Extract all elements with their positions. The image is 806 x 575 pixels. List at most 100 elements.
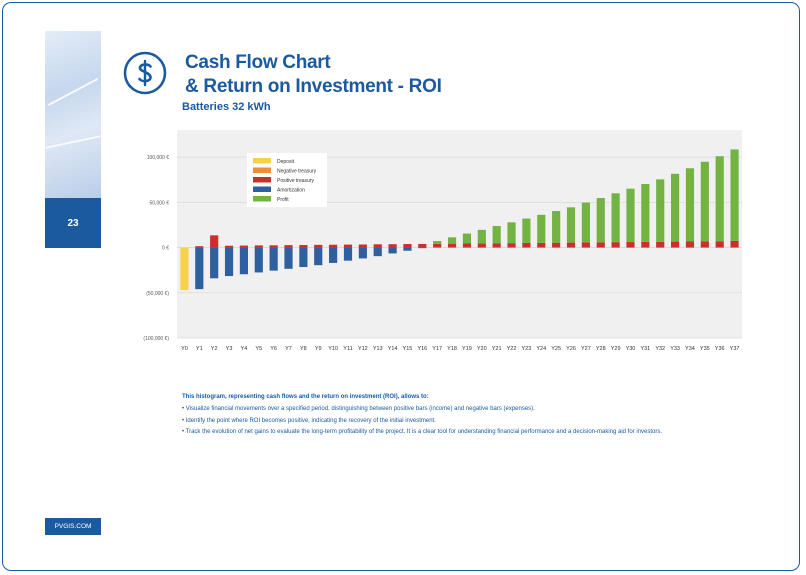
bar-positive-treasury [254, 245, 263, 248]
bar-amortization [239, 247, 248, 275]
bar-positive-treasury [685, 241, 695, 248]
legend-label: Positive treasury [277, 178, 314, 184]
bar-profit [730, 149, 739, 241]
bar-positive-treasury [700, 241, 709, 248]
x-tick-label: Y14 [388, 346, 398, 352]
bar-positive-treasury [224, 245, 234, 248]
bar-positive-treasury [596, 242, 605, 248]
bar-positive-treasury [641, 241, 650, 248]
x-tick-label: Y28 [596, 346, 606, 352]
description-intro: This histogram, representing cash flows … [182, 394, 429, 400]
x-tick-label: Y33 [670, 346, 680, 352]
legend-label: Negative treasury [277, 168, 317, 174]
page-subtitle: Batteries 32 kWh [182, 101, 271, 113]
bar-profit [626, 188, 635, 243]
x-tick-label: Y13 [373, 346, 383, 352]
x-tick-label: Y27 [581, 346, 591, 352]
x-tick-label: Y30 [626, 346, 636, 352]
dollar-icon [123, 51, 167, 95]
x-tick-label: Y31 [640, 346, 650, 352]
x-tick-label: Y29 [611, 346, 621, 352]
x-tick-label: Y36 [715, 346, 725, 352]
description-bullet-3: • Track the evolution of net gains to ev… [182, 429, 663, 436]
bar-profit [522, 218, 531, 243]
bar-profit [462, 233, 472, 244]
bar-amortization [299, 247, 308, 268]
bar-positive-treasury [611, 242, 620, 248]
x-tick-label: Y25 [551, 346, 561, 352]
bar-profit [492, 226, 501, 244]
bar-amortization [224, 247, 234, 277]
bar-profit [685, 168, 695, 242]
description: This histogram, representing cash flows … [182, 392, 782, 439]
bar-positive-treasury [477, 243, 486, 248]
bar-profit [566, 207, 576, 243]
x-tick-label: Y6 [270, 346, 277, 352]
x-tick-label: Y11 [343, 346, 352, 352]
page-number: 23 [45, 198, 101, 248]
bar-profit [537, 214, 546, 243]
x-tick-label: Y5 [255, 346, 262, 352]
bar-positive-treasury [373, 244, 382, 248]
bar-positive-treasury [329, 244, 338, 248]
bar-positive-treasury [715, 241, 724, 248]
x-tick-label: Y23 [522, 346, 532, 352]
bar-positive-treasury [507, 243, 516, 248]
description-bullet-1: • Visualize financial movements over a s… [182, 405, 535, 412]
x-tick-label: Y4 [241, 346, 248, 352]
bar-positive-treasury [195, 246, 204, 248]
bar-positive-treasury [210, 235, 219, 248]
legend-swatch [253, 177, 271, 183]
bar-profit [641, 183, 650, 242]
bar-amortization [314, 247, 323, 266]
bar-amortization [343, 247, 353, 261]
y-tick-label: (100,000 €) [143, 336, 169, 342]
legend-swatch [253, 167, 271, 173]
bar-amortization [373, 247, 382, 257]
bar-positive-treasury [447, 243, 457, 248]
legend-swatch [253, 196, 271, 202]
bar-positive-treasury [388, 244, 397, 248]
bar-positive-treasury [566, 242, 576, 248]
x-tick-label: Y3 [226, 346, 233, 352]
bar-positive-treasury [730, 240, 739, 248]
bar-profit [596, 198, 605, 243]
bar-profit [552, 211, 561, 243]
x-tick-label: Y17 [432, 346, 442, 352]
page-title: Cash Flow Chart & Return on Investment -… [185, 51, 442, 99]
y-tick-label: 0 € [162, 246, 169, 252]
bar-profit [507, 222, 516, 244]
bar-profit [433, 241, 442, 244]
bar-amortization [403, 247, 412, 251]
x-tick-label: Y34 [685, 346, 695, 352]
x-tick-label: Y2 [211, 346, 218, 352]
bar-amortization [329, 247, 338, 263]
bar-profit [656, 179, 665, 242]
y-tick-label: (50,000 €) [146, 291, 169, 297]
legend-swatch [253, 186, 271, 192]
x-tick-label: Y18 [447, 346, 457, 352]
title-line-2: & Return on Investment - ROI [185, 76, 442, 97]
bar-positive-treasury [581, 242, 590, 248]
x-tick-label: Y0 [181, 346, 188, 352]
bar-amortization [269, 247, 278, 271]
title-line-1: Cash Flow Chart [185, 52, 331, 73]
x-tick-label: Y24 [536, 346, 546, 352]
x-tick-label: Y15 [403, 346, 413, 352]
bar-positive-treasury [269, 245, 278, 248]
x-tick-label: Y12 [358, 346, 368, 352]
bar-profit [581, 202, 590, 243]
x-tick-label: Y7 [285, 346, 292, 352]
sidebar-decoration [45, 31, 101, 199]
bar-positive-treasury [433, 243, 442, 248]
legend-label: Amortization [277, 187, 305, 193]
bar-positive-treasury [537, 242, 546, 248]
bar-profit [477, 229, 486, 244]
bar-positive-treasury [626, 242, 635, 248]
x-tick-label: Y26 [566, 346, 576, 352]
x-tick-label: Y20 [477, 346, 487, 352]
bar-positive-treasury [552, 242, 561, 248]
page-frame [2, 2, 800, 571]
x-tick-label: Y32 [655, 346, 665, 352]
bar-profit [671, 173, 680, 242]
